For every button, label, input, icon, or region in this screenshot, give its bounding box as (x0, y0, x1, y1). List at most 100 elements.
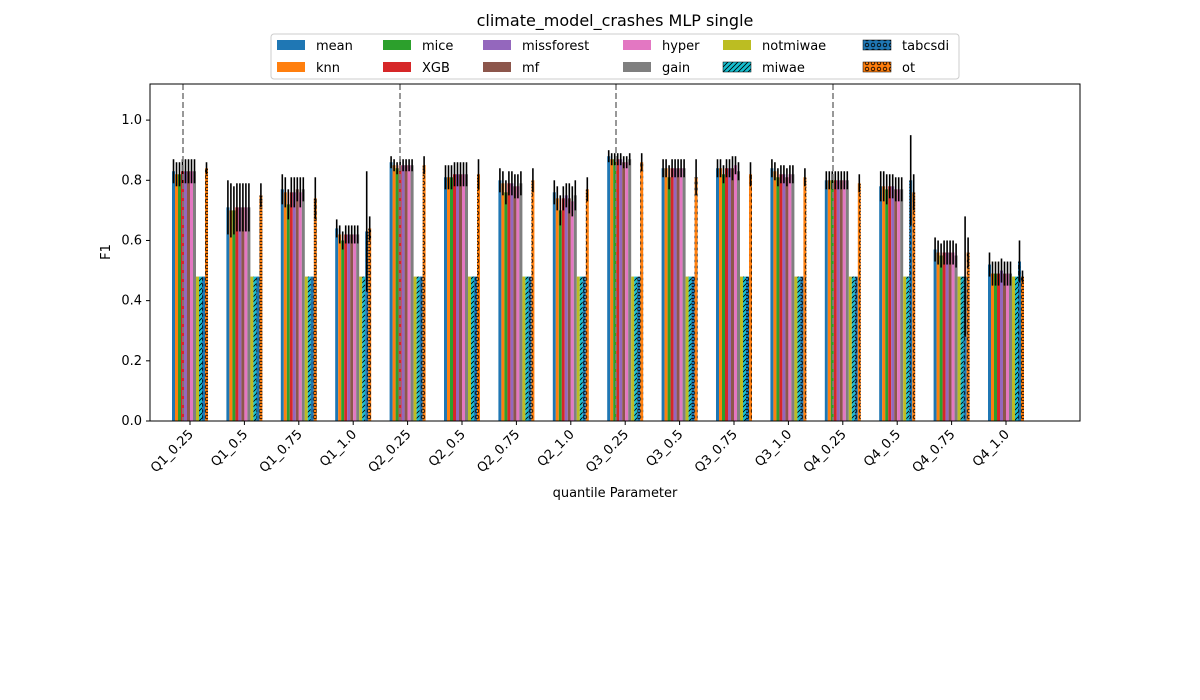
bar-mf (241, 207, 245, 421)
legend-swatch-ot (862, 61, 892, 73)
bar-tabcsdi (800, 276, 804, 421)
legend-swatch-XGB (383, 62, 411, 72)
bar-miwae (960, 276, 964, 421)
bar-mean (226, 207, 230, 421)
bar-missforest (510, 183, 514, 421)
bar-tabcsdi (202, 276, 205, 421)
bar-notmiwae (576, 276, 580, 421)
bar-notmiwae (794, 276, 798, 421)
bar-hyper (842, 180, 846, 421)
bar-hyper (353, 234, 357, 421)
bar-tabcsdi (1018, 261, 1021, 421)
bar-XGB (289, 192, 293, 421)
legend-swatch-mice (383, 40, 411, 50)
bar-missforest (891, 186, 895, 421)
bar-mf (404, 165, 408, 421)
bar-hyper (298, 192, 302, 421)
bar-notmiwae (304, 276, 308, 421)
bar-mice (286, 204, 290, 421)
legend-swatch-hyper (623, 40, 651, 50)
bar-knn (338, 234, 342, 421)
bar-mean (933, 249, 937, 421)
bar-hyper (951, 252, 955, 421)
bar-gain (954, 255, 958, 421)
bar-tabcsdi (474, 276, 477, 421)
bar-knn (175, 174, 178, 421)
bar-miwae (525, 276, 529, 421)
bar-miwae (362, 276, 366, 421)
bar-mice (613, 159, 617, 422)
bar-ot (966, 252, 970, 421)
bar-miwae (307, 276, 311, 421)
bar-missforest (673, 168, 677, 421)
bar-hyper (734, 165, 737, 421)
bar-tabcsdi (256, 276, 260, 421)
bar-gain (247, 207, 251, 421)
bar-knn (827, 180, 831, 421)
y-tick-label: 0.4 (121, 294, 142, 309)
bar-knn (447, 177, 450, 421)
bar-knn (719, 168, 722, 421)
bar-knn (555, 198, 559, 421)
bar-tabcsdi (746, 276, 749, 421)
bar-tabcsdi (854, 276, 858, 421)
x-axis-label: quantile Parameter (553, 486, 678, 501)
bar-mf (948, 252, 952, 421)
bar-mf (622, 162, 626, 421)
bar-mf (1003, 273, 1006, 421)
bar-mice (178, 174, 181, 421)
bar-missforest (456, 174, 459, 421)
bar-tabcsdi (963, 276, 967, 421)
bar-mice (395, 168, 399, 421)
x-tick-label: Q4_1.0 (970, 427, 1013, 470)
bar-mean (770, 168, 774, 421)
bar-hyper (190, 171, 193, 421)
bar-gain (737, 171, 740, 421)
legend-label-XGB: XGB (422, 61, 450, 76)
bar-hyper (788, 174, 792, 421)
x-tick-label: Q4_0.75 (910, 427, 959, 476)
bar-XGB (453, 174, 456, 421)
bar-XGB (561, 198, 565, 421)
bar-knn (664, 168, 668, 421)
bar-miwae (579, 276, 583, 421)
chart-title: climate_model_crashes MLP single (477, 11, 754, 31)
bar-ot (694, 177, 698, 421)
bar-XGB (507, 183, 511, 421)
legend-swatch-knn (277, 62, 305, 72)
bar-gain (900, 189, 904, 421)
bar-missforest (836, 180, 840, 421)
bar-mf (295, 189, 299, 421)
bar-notmiwae (903, 276, 907, 421)
bar-XGB (344, 234, 348, 421)
bar-tabcsdi (365, 231, 369, 421)
bar-notmiwae (413, 276, 417, 421)
bar-mice (504, 192, 508, 421)
bar-mean (879, 186, 883, 421)
x-tick-label: Q1_0.5 (208, 427, 251, 470)
bar-notmiwae (1012, 276, 1015, 421)
bar-miwae (851, 276, 855, 421)
bar-ot (803, 177, 807, 421)
plot-area: 0.0 0.2 0.4 0.6 0.8 1.0 Q1_0.25 Q1_0.5 Q1_0.75 Q1… (121, 84, 1024, 476)
bar-hyper (516, 186, 520, 421)
bar-ot (205, 168, 208, 421)
bar-ot (531, 180, 535, 421)
bar-notmiwae (250, 276, 254, 421)
bar-missforest (347, 234, 351, 421)
bar-ot (640, 162, 644, 421)
bar-notmiwae (468, 276, 471, 421)
bar-XGB (670, 168, 674, 421)
legend: mean knn mice XGB missforest mf hyper gain notmi… (270, 33, 960, 80)
bar-tabcsdi (909, 180, 913, 421)
bar-mean (335, 228, 339, 421)
bar-gain (410, 165, 414, 421)
bar-mean (661, 168, 665, 421)
bar-miwae (906, 276, 910, 421)
bar-XGB (942, 252, 946, 421)
bar-mf (894, 189, 898, 421)
bar-mean (498, 180, 502, 421)
bar-notmiwae (522, 276, 526, 421)
bar-notmiwae (957, 276, 961, 421)
bar-miwae (688, 276, 692, 421)
